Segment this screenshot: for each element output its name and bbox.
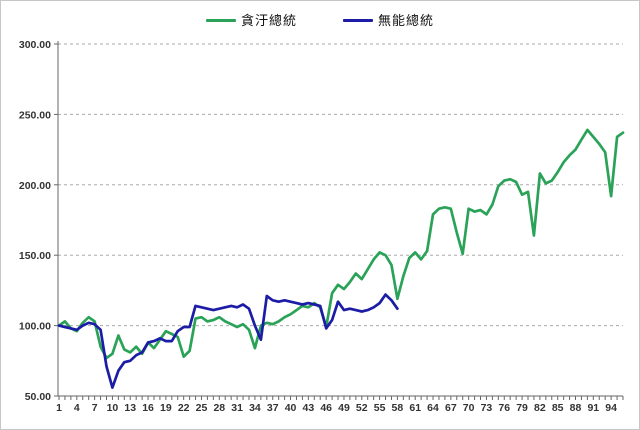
x-tick-label: 61 <box>409 402 421 414</box>
y-tick-label: 50.00 <box>25 391 51 403</box>
x-tick-label: 94 <box>605 402 617 414</box>
x-tick-label: 91 <box>587 402 599 414</box>
x-tick-label: 4 <box>74 402 80 414</box>
y-tick-label: 200.00 <box>19 180 51 192</box>
x-tick-labels: 1 4 7 10 13 16 19 22 25 28 31 34 37 40 43 46 49 52 55 58 61 6… <box>56 402 617 414</box>
x-tick-label: 28 <box>213 402 225 414</box>
legend-label-corrupt-president: 貪汙總統 <box>240 13 297 28</box>
y-gridlines <box>54 43 623 397</box>
x-tick-label: 64 <box>427 402 439 414</box>
x-tick-label: 55 <box>374 402 386 414</box>
x-tick-label: 13 <box>124 402 136 414</box>
x-tick-label: 25 <box>196 402 208 414</box>
legend-label-incompetent-president: 無能總統 <box>378 13 435 28</box>
x-tick-label: 73 <box>481 402 493 414</box>
x-tick-label: 67 <box>445 402 457 414</box>
x-tick-label: 19 <box>160 402 172 414</box>
x-ticks <box>58 396 624 400</box>
y-tick-labels: 50.00 100.00 150.00 200.00 250.00 300.00 <box>19 39 51 403</box>
x-tick-label: 37 <box>267 402 279 414</box>
x-tick-label: 1 <box>56 402 62 414</box>
x-tick-label: 88 <box>570 402 582 414</box>
legend: 貪汙總統 無能總統 <box>1 14 639 27</box>
x-tick-label: 49 <box>338 402 350 414</box>
y-tick-label: 150.00 <box>19 250 51 262</box>
blue-line-swatch-icon <box>343 19 373 22</box>
x-tick-label: 85 <box>552 402 564 414</box>
x-tick-label: 46 <box>320 402 332 414</box>
x-tick-label: 82 <box>534 402 546 414</box>
x-tick-label: 34 <box>249 402 261 414</box>
x-tick-label: 16 <box>142 402 154 414</box>
x-tick-label: 40 <box>285 402 297 414</box>
green-line-swatch-icon <box>205 19 236 22</box>
series-line-0 <box>57 128 625 360</box>
x-tick-label: 76 <box>498 402 510 414</box>
x-tick-label: 70 <box>463 402 475 414</box>
axes <box>57 41 623 397</box>
x-tick-label: 58 <box>392 402 404 414</box>
x-tick-label: 79 <box>516 402 528 414</box>
y-tick-label: 250.00 <box>19 109 51 121</box>
x-tick-label: 10 <box>107 402 119 414</box>
legend-item-incompetent-president: 無能總統 <box>343 14 434 27</box>
x-tick-label: 7 <box>92 402 98 414</box>
x-tick-label: 22 <box>178 402 190 414</box>
y-tick-label: 300.00 <box>19 39 51 51</box>
y-tick-label: 100.00 <box>19 321 51 333</box>
x-tick-label: 31 <box>231 402 243 414</box>
series-line-1 <box>57 293 399 389</box>
x-tick-label: 43 <box>303 402 315 414</box>
x-tick-label: 52 <box>356 402 368 414</box>
legend-item-corrupt-president: 貪汙總統 <box>205 13 297 28</box>
